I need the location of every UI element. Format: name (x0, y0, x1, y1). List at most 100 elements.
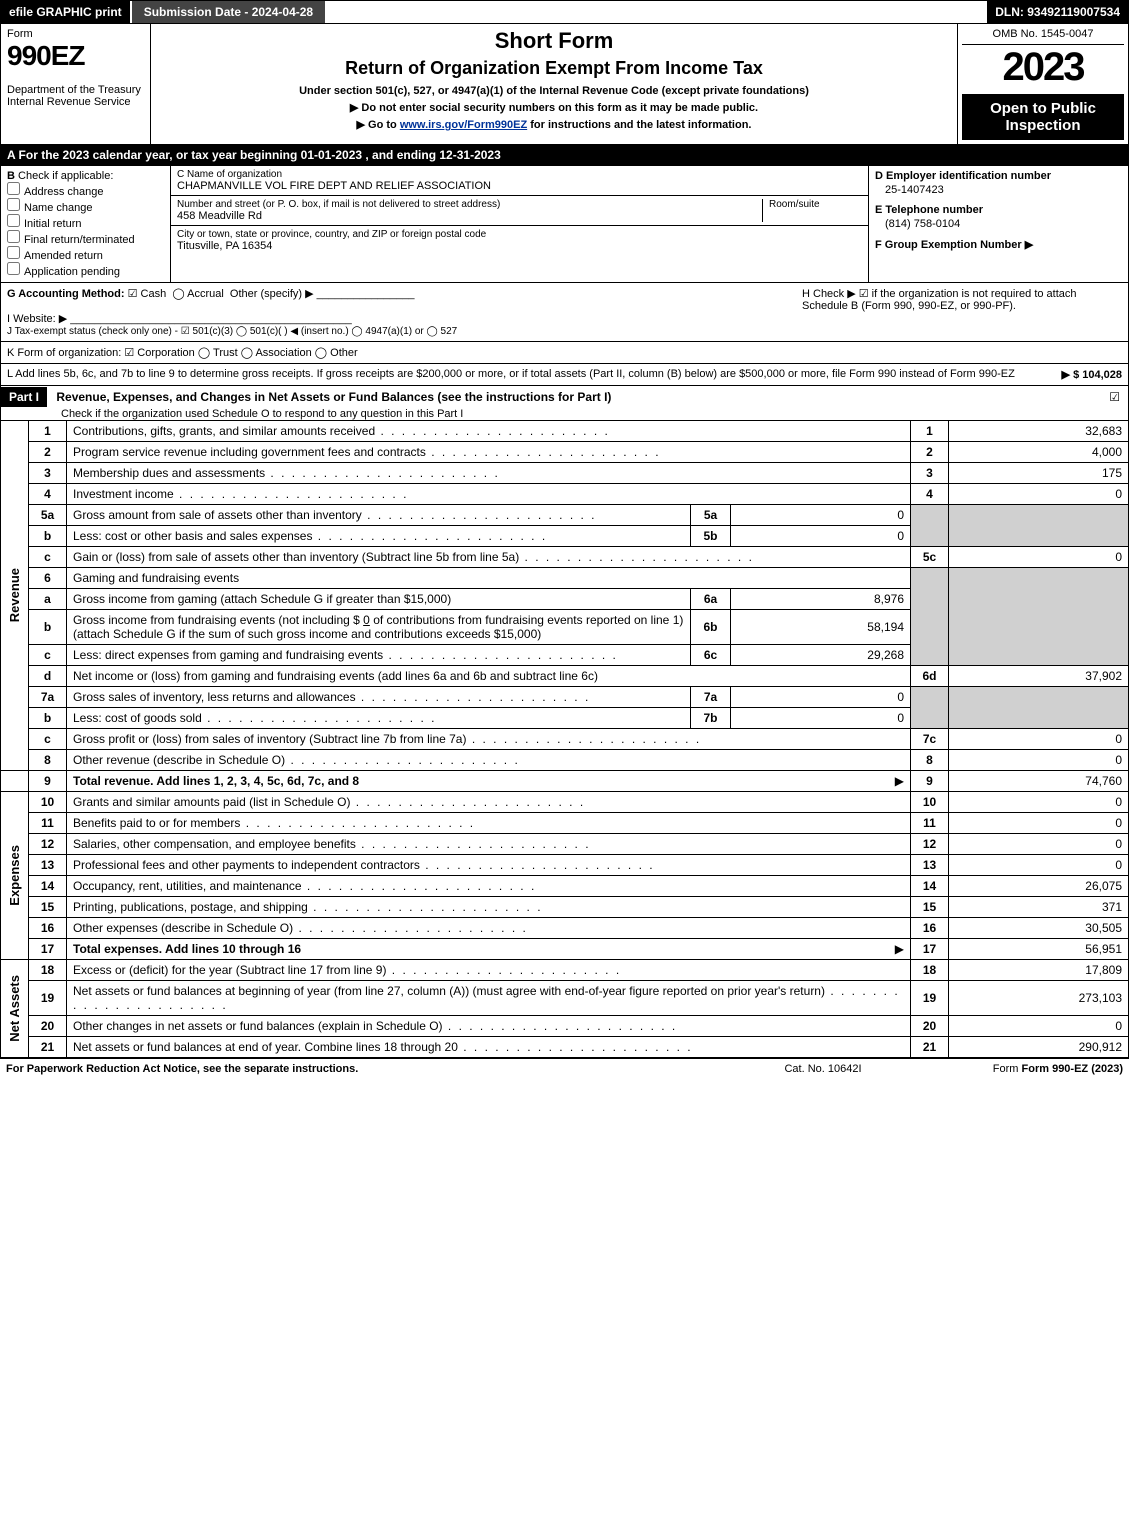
l6-desc: Gaming and fundraising events (67, 568, 911, 589)
l5c-amt: 0 (949, 547, 1129, 568)
l7b-sv: 0 (731, 708, 911, 729)
i-website: I Website: ▶ (7, 313, 67, 325)
l6b-d1: Gross income from fundraising events (no… (73, 613, 360, 627)
chk-amended-return[interactable]: Amended return (7, 250, 103, 262)
org-city: Titusville, PA 16354 (177, 240, 862, 252)
form-word: Form (7, 28, 144, 40)
col-b: B Check if applicable: Address change Na… (1, 166, 171, 282)
l10-n: 10 (911, 792, 949, 813)
k-form-org: K Form of organization: ☑ Corporation ◯ … (7, 346, 1122, 359)
final-return-label: Final return/terminated (24, 234, 135, 246)
subtitle-2: ▶ Do not enter social security numbers o… (159, 101, 949, 114)
efile-label[interactable]: efile GRAPHIC print (1, 1, 130, 23)
l14-amt: 26,075 (949, 876, 1129, 897)
netassets-vtext: Net Assets (7, 975, 22, 1042)
initial-return-checkbox[interactable] (7, 214, 20, 227)
header-left: Form 990EZ Department of the Treasury In… (1, 24, 151, 144)
address-change-label: Address change (24, 186, 104, 198)
revenue-tab: Revenue (1, 421, 29, 771)
part1-table: Revenue 1 Contributions, gifts, grants, … (0, 421, 1129, 1058)
tel-value: (814) 758-0104 (885, 218, 1122, 230)
c-name-label: C Name of organization (177, 169, 862, 180)
c-city-label: City or town, state or province, country… (177, 229, 862, 240)
chk-address-change[interactable]: Address change (7, 186, 104, 198)
name-change-checkbox[interactable] (7, 198, 20, 211)
l9-text: Total revenue. Add lines 1, 2, 3, 4, 5c,… (73, 774, 359, 788)
other-label: Other (specify) ▶ (230, 288, 314, 300)
bcd-block: B Check if applicable: Address change Na… (0, 166, 1129, 283)
part1-bar: Part I (1, 387, 47, 407)
footer-right: Form Form 990-EZ (2023) (923, 1063, 1123, 1075)
revenue-tab-end (1, 771, 29, 792)
netassets-tab: Net Assets (1, 960, 29, 1058)
l4-n: 4 (911, 484, 949, 505)
l19-desc: Net assets or fund balances at beginning… (67, 981, 911, 1016)
part1-sub: Check if the organization used Schedule … (1, 408, 1128, 420)
open-public: Open to Public Inspection (962, 94, 1124, 140)
l7b-desc: Less: cost of goods sold (67, 708, 691, 729)
col-c: C Name of organization CHAPMANVILLE VOL … (171, 166, 868, 282)
l19-amt: 273,103 (949, 981, 1129, 1016)
l20-amt: 0 (949, 1016, 1129, 1037)
l1-desc: Contributions, gifts, grants, and simila… (67, 421, 911, 442)
chk-final-return[interactable]: Final return/terminated (7, 234, 135, 246)
l4-desc: Investment income (67, 484, 911, 505)
l18-amt: 17,809 (949, 960, 1129, 981)
final-return-checkbox[interactable] (7, 230, 20, 243)
irs-link[interactable]: www.irs.gov/Form990EZ (400, 119, 527, 131)
l8-desc: Other revenue (describe in Schedule O) (67, 750, 911, 771)
b-check-label: Check if applicable: (18, 170, 113, 182)
c-street-label: Number and street (or P. O. box, if mail… (177, 199, 762, 210)
l6c-sn: 6c (691, 645, 731, 666)
chk-initial-return[interactable]: Initial return (7, 218, 81, 230)
l13-amt: 0 (949, 855, 1129, 876)
c-name-cell: C Name of organization CHAPMANVILLE VOL … (171, 166, 868, 196)
l21-n: 21 (911, 1037, 949, 1058)
l6a-sv: 8,976 (731, 589, 911, 610)
l16-amt: 30,505 (949, 918, 1129, 939)
l20-desc: Other changes in net assets or fund bala… (67, 1016, 911, 1037)
row-gh: G Accounting Method: ☑ Cash ◯ Accrual Ot… (0, 283, 1129, 342)
l7b-sn: 7b (691, 708, 731, 729)
l6b-desc: Gross income from fundraising events (no… (67, 610, 691, 645)
l3-amt: 175 (949, 463, 1129, 484)
initial-return-label: Initial return (24, 218, 81, 230)
address-change-checkbox[interactable] (7, 182, 20, 195)
cash-check-icon: ☑ (128, 288, 138, 300)
header-mid: Short Form Return of Organization Exempt… (151, 24, 958, 144)
footer: For Paperwork Reduction Act Notice, see … (0, 1058, 1129, 1079)
subtitle-1: Under section 501(c), 527, or 4947(a)(1)… (159, 85, 949, 97)
l14-n: 14 (911, 876, 949, 897)
l9-desc: Total revenue. Add lines 1, 2, 3, 4, 5c,… (67, 771, 911, 792)
org-street: 458 Meadville Rd (177, 210, 762, 222)
l7c-n: 7c (911, 729, 949, 750)
l12-desc: Salaries, other compensation, and employ… (67, 834, 911, 855)
l4-amt: 0 (949, 484, 1129, 505)
l1-num: 1 (29, 421, 67, 442)
l2-desc: Program service revenue including govern… (67, 442, 911, 463)
l8-n: 8 (911, 750, 949, 771)
l15-amt: 371 (949, 897, 1129, 918)
chk-application-pending[interactable]: Application pending (7, 266, 120, 278)
l3-desc: Membership dues and assessments (67, 463, 911, 484)
form-number: 990EZ (7, 40, 144, 72)
ein-value: 25-1407423 (885, 184, 1122, 196)
l5b-desc: Less: cost or other basis and sales expe… (67, 526, 691, 547)
arrow-icon: ▶ (895, 774, 904, 788)
l3-n: 3 (911, 463, 949, 484)
application-pending-checkbox[interactable] (7, 262, 20, 275)
subtitle-3: ▶ Go to www.irs.gov/Form990EZ for instru… (159, 118, 949, 131)
l9-n: 9 (911, 771, 949, 792)
l6b-sv: 58,194 (731, 610, 911, 645)
l11-desc: Benefits paid to or for members (67, 813, 911, 834)
l1-n: 1 (911, 421, 949, 442)
title-short-form: Short Form (159, 28, 949, 54)
l5b-sn: 5b (691, 526, 731, 547)
part1-check-icon: ☑ (1109, 390, 1120, 404)
l13-n: 13 (911, 855, 949, 876)
part1-title: Revenue, Expenses, and Changes in Net As… (56, 390, 611, 404)
amended-return-checkbox[interactable] (7, 246, 20, 259)
chk-name-change[interactable]: Name change (7, 202, 93, 214)
dept-label: Department of the Treasury Internal Reve… (7, 84, 144, 108)
l20-n: 20 (911, 1016, 949, 1037)
